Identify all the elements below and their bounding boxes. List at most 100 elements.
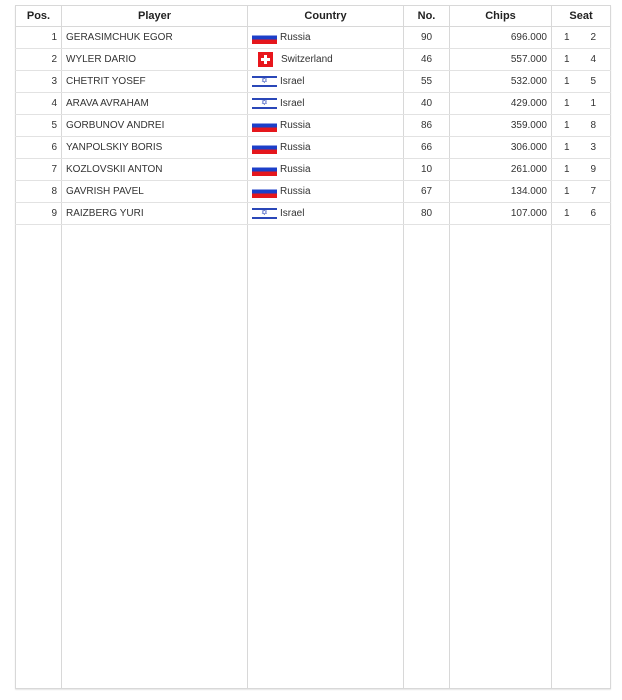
seat-number: 3 <box>590 142 596 153</box>
no-cell: 55 <box>403 70 450 93</box>
seat-number: 9 <box>590 164 596 175</box>
no-cell: 67 <box>403 180 450 203</box>
russia-flag-icon <box>252 119 277 132</box>
seat-number: 8 <box>590 120 596 131</box>
country-cell: Switzerland <box>247 48 404 71</box>
table-number: 1 <box>564 76 570 87</box>
no-cell: 90 <box>403 26 450 49</box>
russia-flag-icon <box>252 163 277 176</box>
player-cell: ARAVA AVRAHAM <box>61 92 248 115</box>
israel-flag-icon <box>252 97 277 110</box>
pos-cell: 2 <box>15 48 62 71</box>
table-number: 1 <box>564 54 570 65</box>
pos-cell: 5 <box>15 114 62 137</box>
country-cell: Russia <box>247 114 404 137</box>
israel-flag-icon <box>252 207 277 220</box>
country-name: Switzerland <box>281 54 333 66</box>
country-cell: Russia <box>247 136 404 159</box>
pos-cell: 7 <box>15 158 62 181</box>
chips-cell: 696.000 <box>449 26 552 49</box>
no-cell: 80 <box>403 202 450 225</box>
header-no: No. <box>403 5 450 27</box>
table-number: 1 <box>564 32 570 43</box>
country-cell: Israel <box>247 92 404 115</box>
country-name: Israel <box>280 98 305 110</box>
table-number: 1 <box>564 186 570 197</box>
empty-filler-row <box>15 224 611 689</box>
table-row: 9 RAIZBERG YURI Israel 80 107.000 16 <box>15 202 611 225</box>
chips-cell: 429.000 <box>449 92 552 115</box>
table-number: 1 <box>564 98 570 109</box>
russia-flag-icon <box>252 31 277 44</box>
player-cell: GERASIMCHUK EGOR <box>61 26 248 49</box>
country-cell: Israel <box>247 70 404 93</box>
table-number: 1 <box>564 142 570 153</box>
chips-cell: 261.000 <box>449 158 552 181</box>
seat-number: 7 <box>590 186 596 197</box>
player-cell: CHETRIT YOSEF <box>61 70 248 93</box>
country-name: Russia <box>280 164 311 176</box>
country-name: Israel <box>280 208 305 220</box>
country-cell: Russia <box>247 180 404 203</box>
country-name: Russia <box>280 120 311 132</box>
pos-cell: 8 <box>15 180 62 203</box>
pos-cell: 1 <box>15 26 62 49</box>
chips-cell: 107.000 <box>449 202 552 225</box>
seat-number: 6 <box>590 208 596 219</box>
pos-cell: 3 <box>15 70 62 93</box>
no-cell: 86 <box>403 114 450 137</box>
seat-number: 4 <box>590 54 596 65</box>
header-player: Player <box>61 5 248 27</box>
country-name: Russia <box>280 186 311 198</box>
header-pos: Pos. <box>15 5 62 27</box>
russia-flag-icon <box>252 141 277 154</box>
header-row: Pos. Player Country No. Chips Seat <box>15 5 611 27</box>
chips-cell: 557.000 <box>449 48 552 71</box>
header-chips: Chips <box>449 5 552 27</box>
pos-cell: 9 <box>15 202 62 225</box>
chips-cell: 306.000 <box>449 136 552 159</box>
chips-cell: 359.000 <box>449 114 552 137</box>
table-number: 1 <box>564 208 570 219</box>
table-row: 3 CHETRIT YOSEF Israel 55 532.000 15 <box>15 70 611 93</box>
chips-cell: 532.000 <box>449 70 552 93</box>
seat-number: 2 <box>590 32 596 43</box>
seat-number: 1 <box>590 98 596 109</box>
no-cell: 10 <box>403 158 450 181</box>
no-cell: 46 <box>403 48 450 71</box>
chips-cell: 134.000 <box>449 180 552 203</box>
pos-cell: 6 <box>15 136 62 159</box>
player-cell: KOZLOVSKII ANTON <box>61 158 248 181</box>
table-number: 1 <box>564 164 570 175</box>
country-cell: Israel <box>247 202 404 225</box>
country-cell: Russia <box>247 158 404 181</box>
country-name: Israel <box>280 76 305 88</box>
player-cell: YANPOLSKIY BORIS <box>61 136 248 159</box>
pos-cell: 4 <box>15 92 62 115</box>
seat-number: 5 <box>590 76 596 87</box>
player-cell: GORBUNOV ANDREI <box>61 114 248 137</box>
table-row: 4 ARAVA AVRAHAM Israel 40 429.000 11 <box>15 92 611 115</box>
table-row: 5 GORBUNOV ANDREI Russia 86 359.000 1 8 <box>15 114 611 137</box>
country-name: Russia <box>280 142 311 154</box>
russia-flag-icon <box>252 185 277 198</box>
switzerland-flag-icon <box>258 52 273 67</box>
chip-count-table: Pos. Player Country No. Chips Seat 1 GER… <box>15 5 611 689</box>
table-number: 1 <box>564 120 570 131</box>
country-name: Russia <box>280 32 311 44</box>
israel-flag-icon <box>252 75 277 88</box>
player-cell: WYLER DARIO <box>61 48 248 71</box>
